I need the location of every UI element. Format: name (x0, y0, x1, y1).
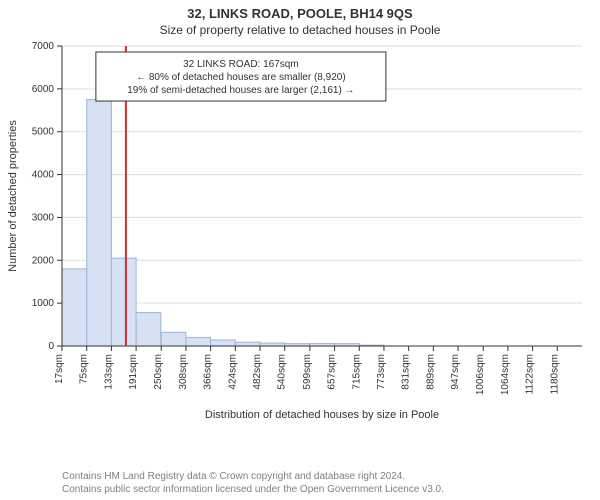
x-tick-label: 889sqm (425, 354, 436, 390)
footer-attribution: Contains HM Land Registry data © Crown c… (62, 470, 444, 496)
x-tick-label: 599sqm (302, 354, 313, 390)
y-tick-label: 2000 (32, 255, 55, 266)
x-tick-label: 831sqm (401, 354, 412, 390)
page-title: 32, LINKS ROAD, POOLE, BH14 9QS (0, 0, 600, 21)
y-tick-label: 5000 (32, 127, 55, 138)
x-tick-label: 308sqm (178, 354, 189, 390)
y-tick-label: 7000 (32, 41, 55, 52)
histogram-bar (211, 340, 236, 346)
annotation-line: 32 LINKS ROAD: 167sqm (183, 59, 299, 70)
histogram-bar (161, 332, 186, 346)
x-tick-label: 191sqm (128, 354, 139, 390)
x-tick-label: 424sqm (227, 354, 238, 390)
footer-line-2: Contains public sector information licen… (62, 483, 444, 496)
x-tick-label: 947sqm (450, 354, 461, 390)
x-tick-label: 1122sqm (525, 354, 536, 394)
x-tick-label: 1064sqm (500, 354, 511, 395)
y-tick-label: 6000 (32, 84, 55, 95)
y-tick-label: 0 (48, 341, 54, 352)
x-axis-label: Distribution of detached houses by size … (205, 409, 439, 421)
histogram-bar (87, 100, 112, 346)
x-tick-label: 657sqm (327, 354, 338, 390)
annotation-line: ← 80% of detached houses are smaller (8,… (136, 72, 346, 83)
histogram-bar (62, 269, 87, 346)
x-tick-label: 482sqm (252, 354, 263, 390)
x-tick-label: 773sqm (376, 354, 387, 390)
x-tick-label: 1006sqm (475, 354, 486, 395)
y-tick-label: 1000 (32, 298, 55, 309)
y-axis-label: Number of detached properties (7, 120, 19, 272)
x-tick-label: 133sqm (103, 354, 114, 390)
histogram-bar (186, 337, 211, 346)
annotation-line: 19% of semi-detached houses are larger (… (127, 85, 354, 96)
y-tick-label: 3000 (32, 212, 55, 223)
x-tick-label: 366sqm (203, 354, 214, 390)
page-subtitle: Size of property relative to detached ho… (0, 21, 600, 37)
histogram-chart: 0 1000 2000 3000 4000 5000 6000 7000 17sqm 75sqm 1… (0, 40, 600, 450)
histogram-bar (136, 313, 161, 346)
chart-root: 32, LINKS ROAD, POOLE, BH14 9QS Size of … (0, 0, 600, 500)
x-tick-label: 540sqm (277, 354, 288, 390)
x-tick-label: 17sqm (54, 354, 65, 384)
footer-line-1: Contains HM Land Registry data © Crown c… (62, 470, 444, 483)
x-tick-label: 250sqm (153, 354, 164, 390)
x-tick-label: 715sqm (351, 354, 362, 390)
histogram-bar (235, 342, 260, 346)
x-tick-label: 75sqm (79, 354, 90, 384)
x-tick-label: 1180sqm (549, 354, 560, 394)
chart-container: 0 1000 2000 3000 4000 5000 6000 7000 17sqm 75sqm 1… (0, 40, 600, 450)
y-tick-label: 4000 (32, 170, 55, 181)
histogram-bar (111, 258, 136, 346)
